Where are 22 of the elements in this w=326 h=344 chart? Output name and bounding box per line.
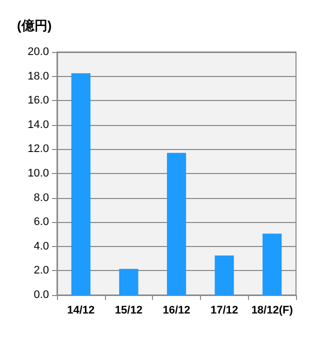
x-tick-label: 18/12(F): [251, 304, 294, 316]
y-tick-label: 12.0: [28, 143, 49, 156]
y-tick-label: 18.0: [28, 70, 49, 82]
bar: [71, 73, 90, 295]
y-tick-label: 14.0: [28, 118, 49, 131]
bar: [166, 152, 186, 295]
bar: [262, 234, 282, 295]
x-tick-label: 14/12: [67, 304, 95, 316]
x-tick-label: 16/12: [162, 304, 190, 316]
y-tick-label: 6.0: [34, 216, 49, 228]
bar: [214, 256, 234, 295]
y-tick-label: 8.0: [34, 192, 49, 204]
y-tick-label: 20.0: [28, 46, 49, 58]
y-axis-title: (億円): [17, 18, 52, 33]
y-tick-label: 4.0: [34, 240, 49, 252]
bar: [119, 268, 138, 295]
y-tick-label: 2.0: [34, 264, 49, 277]
y-tick-label: 0.0: [34, 289, 49, 301]
x-tick-label: 15/12: [114, 304, 142, 316]
x-tick-label: 17/12: [210, 304, 238, 316]
y-tick-label: 16.0: [28, 94, 49, 107]
y-tick-label: 10.0: [28, 168, 49, 180]
